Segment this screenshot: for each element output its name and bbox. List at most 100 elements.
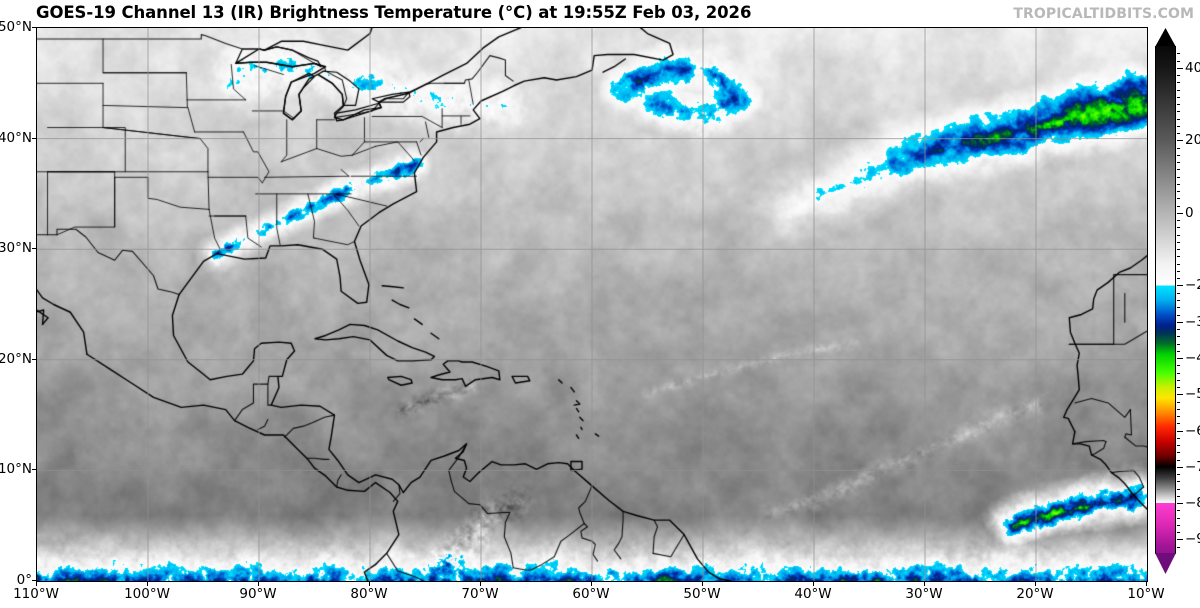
colorbar-major-tick xyxy=(1177,321,1183,323)
colorbar-minor-tick xyxy=(1177,82,1180,84)
colorbar-minor-tick xyxy=(1177,191,1180,193)
x-tick-label-5: 60°W xyxy=(572,586,610,602)
colorbar-minor-tick xyxy=(1177,270,1180,272)
satellite-map[interactable] xyxy=(36,27,1148,582)
colorbar-minor-tick xyxy=(1177,278,1180,280)
colorbar-minor-tick xyxy=(1177,75,1180,77)
colorbar-tick-label-10: −90 xyxy=(1185,531,1200,548)
x-tick xyxy=(147,582,148,586)
colorbar-minor-tick xyxy=(1177,423,1180,425)
colorbar-minor-tick xyxy=(1177,125,1180,127)
colorbar-minor-tick xyxy=(1177,474,1180,476)
colorbar-minor-tick xyxy=(1177,183,1180,185)
colorbar-minor-tick xyxy=(1177,249,1180,251)
colorbar-minor-tick xyxy=(1177,387,1180,389)
x-tick xyxy=(1146,582,1147,586)
colorbar-minor-tick xyxy=(1177,336,1180,338)
colorbar-minor-tick xyxy=(1177,89,1180,91)
colorbar-major-tick xyxy=(1177,394,1183,396)
colorbar-tick-label-5: −40 xyxy=(1185,350,1200,367)
colorbar-major-tick xyxy=(1177,503,1183,505)
x-tick xyxy=(813,582,814,586)
ir-brightness-temperature-raster xyxy=(37,28,1147,581)
colorbar-major-tick xyxy=(1177,285,1183,287)
colorbar-major-tick xyxy=(1177,140,1183,142)
colorbar-minor-tick xyxy=(1177,169,1180,171)
page-title: GOES-19 Channel 13 (IR) Brightness Tempe… xyxy=(36,3,752,22)
colorbar-minor-tick xyxy=(1177,227,1180,229)
colorbar-minor-tick xyxy=(1177,256,1180,258)
x-tick xyxy=(480,582,481,586)
x-tick-label-2: 90°W xyxy=(239,586,277,602)
colorbar-minor-tick xyxy=(1177,198,1180,200)
colorbar-minor-tick xyxy=(1177,379,1180,381)
colorbar-minor-tick xyxy=(1177,365,1180,367)
x-tick-label-7: 40°W xyxy=(794,586,832,602)
y-tick xyxy=(32,580,37,581)
colorbar-major-tick xyxy=(1177,358,1183,360)
colorbar-minor-tick xyxy=(1177,53,1180,55)
colorbar-tick-label-2: 0 xyxy=(1185,204,1194,221)
y-tick-label-5: 0° xyxy=(16,572,32,588)
colorbar-major-tick xyxy=(1177,212,1183,214)
colorbar-bottom-arrow xyxy=(1155,553,1176,574)
x-tick-label-9: 20°W xyxy=(1016,586,1054,602)
colorbar-minor-tick xyxy=(1177,300,1180,301)
x-tick-label-3: 80°W xyxy=(350,586,388,602)
colorbar-minor-tick xyxy=(1177,481,1180,483)
colorbar-minor-tick xyxy=(1177,133,1180,135)
colorbar-minor-tick xyxy=(1177,111,1180,113)
colorbar-tick-label-7: −60 xyxy=(1185,422,1200,439)
colorbar-minor-tick xyxy=(1177,459,1180,461)
colorbar-minor-tick xyxy=(1177,445,1180,447)
colorbar-major-tick xyxy=(1177,539,1183,541)
x-tick xyxy=(36,582,37,586)
x-tick-label-1: 100°W xyxy=(124,586,170,602)
y-tick-label-2: 30°N xyxy=(0,240,32,257)
x-tick xyxy=(1035,582,1036,586)
colorbar-minor-tick xyxy=(1177,452,1180,454)
colorbar-minor-tick xyxy=(1177,104,1180,106)
colorbar-minor-tick xyxy=(1177,546,1180,548)
colorbar-top-arrow xyxy=(1155,28,1176,47)
colorbar-minor-tick xyxy=(1177,510,1180,512)
colorbar-minor-tick xyxy=(1177,154,1180,156)
watermark: TROPICALTIDBITS.COM xyxy=(1013,6,1194,22)
colorbar-minor-tick xyxy=(1177,343,1180,345)
colorbar: 40 20 0 −20 −30 −40 −50 −60 −70 −80 −90 xyxy=(1155,28,1200,588)
colorbar-minor-tick xyxy=(1177,118,1180,120)
x-tick-label-8: 30°W xyxy=(905,586,943,602)
colorbar-tick-label-3: −20 xyxy=(1185,277,1200,294)
colorbar-tick-label-0: 40 xyxy=(1185,59,1200,76)
y-tick xyxy=(32,137,37,139)
colorbar-minor-tick xyxy=(1177,307,1180,309)
colorbar-minor-tick xyxy=(1177,162,1180,164)
x-tick-label-10: 10°W xyxy=(1127,586,1165,602)
y-tick-label-0: 50°N xyxy=(0,19,32,35)
colorbar-tick-label-1: 20 xyxy=(1185,132,1200,149)
x-tick-label-0: 110°W xyxy=(13,586,59,602)
colorbar-minor-tick xyxy=(1177,96,1180,98)
x-tick-label-4: 70°W xyxy=(461,586,499,602)
x-tick xyxy=(369,582,370,586)
colorbar-minor-tick xyxy=(1177,524,1180,526)
colorbar-minor-tick xyxy=(1177,437,1180,439)
y-tick xyxy=(32,27,37,28)
x-tick xyxy=(591,582,592,586)
colorbar-minor-tick xyxy=(1177,532,1180,534)
y-tick xyxy=(32,469,37,471)
colorbar-minor-tick xyxy=(1177,416,1180,418)
colorbar-gradient xyxy=(1156,46,1175,554)
colorbar-tick-label-9: −80 xyxy=(1185,495,1200,512)
colorbar-minor-tick xyxy=(1177,517,1180,519)
colorbar-minor-tick xyxy=(1177,234,1180,236)
colorbar-body xyxy=(1155,46,1176,554)
colorbar-minor-tick xyxy=(1177,495,1180,497)
colorbar-minor-tick xyxy=(1177,401,1180,403)
colorbar-tick-label-4: −30 xyxy=(1185,313,1200,330)
colorbar-minor-tick xyxy=(1177,408,1180,410)
colorbar-minor-tick xyxy=(1177,350,1180,352)
colorbar-minor-tick xyxy=(1177,176,1180,178)
colorbar-minor-tick xyxy=(1177,241,1180,243)
